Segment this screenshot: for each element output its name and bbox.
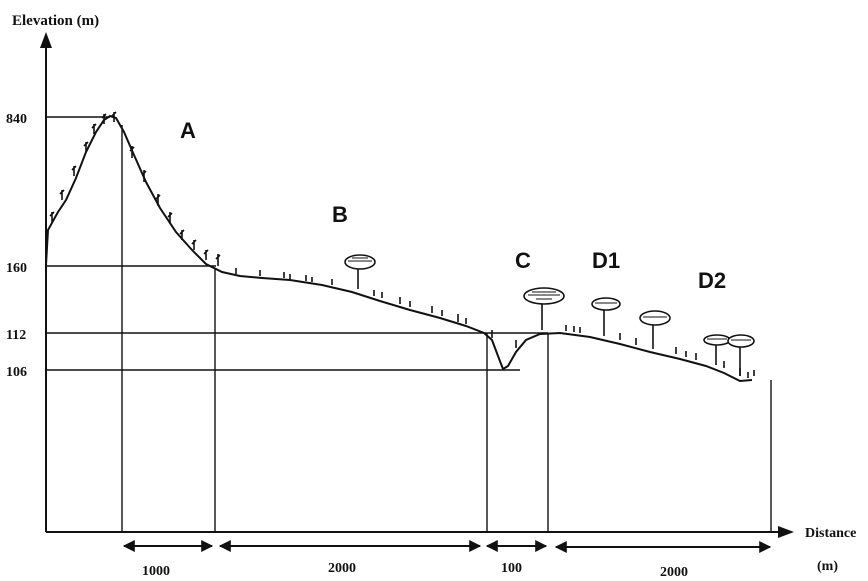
distance-label-2: 2000: [328, 561, 356, 576]
distance-label-1: 1000: [142, 564, 170, 579]
shrub-icon: [59, 189, 65, 200]
zone-label-b: B: [332, 202, 348, 227]
elevation-label-112: 112: [6, 328, 26, 343]
tree-icon: [523, 287, 565, 330]
shrub-icon: [49, 211, 55, 222]
shrub-icon: [399, 297, 411, 307]
shrub-icon: [305, 275, 313, 282]
shrub-icon: [129, 146, 135, 158]
shrub-icon: [191, 239, 197, 250]
shrub-icon: [141, 170, 147, 182]
shrub-icon: [111, 111, 117, 122]
tree-icon: [703, 334, 731, 365]
shrub-icon: [565, 325, 575, 332]
tree-icon: [639, 310, 671, 349]
shrub-icon: [283, 272, 291, 279]
shrub-icon: [71, 165, 77, 176]
shrub-icon: [167, 212, 173, 224]
terrain-profile: [45, 114, 753, 383]
shrub-icon: [101, 113, 107, 124]
zone-label-d2: D2: [698, 268, 726, 293]
elevation-label-840: 840: [6, 112, 27, 127]
shrub-icon: [155, 194, 161, 206]
elevation-label-160: 160: [6, 261, 27, 276]
distance-label-4: 2000: [660, 565, 688, 580]
y-axis-label: Elevation (m): [12, 13, 99, 29]
distance-label-3: 100: [501, 561, 522, 576]
shrub-group: [49, 111, 755, 378]
zone-label-a: A: [180, 118, 196, 143]
shrub-icon: [373, 290, 383, 298]
tree-icon: [591, 297, 621, 336]
tree-icon: [727, 334, 755, 376]
x-axis-arrowhead: [778, 526, 794, 538]
shrub-icon: [215, 254, 221, 266]
shrub-icon: [179, 229, 185, 240]
x-axis-label: Distance: [805, 526, 856, 541]
y-axis-arrowhead: [40, 32, 52, 48]
shrub-icon: [431, 306, 443, 316]
shrub-icon: [457, 314, 467, 324]
zone-label-c: C: [515, 248, 531, 273]
elevation-label-106: 106: [6, 365, 27, 380]
shrub-icon: [83, 141, 89, 152]
zone-label-d1: D1: [592, 248, 620, 273]
shrub-icon: [91, 123, 97, 134]
shrub-icon: [739, 368, 755, 378]
tree-icon: [344, 254, 376, 289]
shrub-icon: [675, 347, 687, 357]
x-axis-unit: (m): [817, 559, 838, 574]
tree-group: [344, 254, 755, 376]
shrub-icon: [203, 249, 209, 260]
